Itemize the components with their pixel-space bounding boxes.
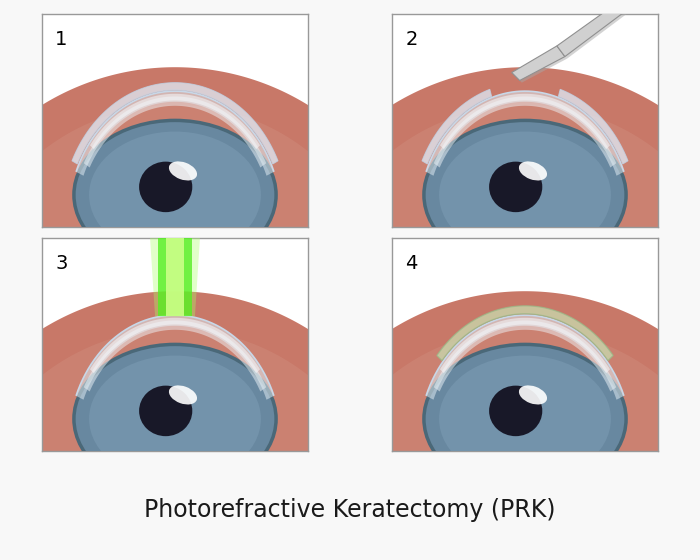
Polygon shape bbox=[559, 0, 641, 59]
Ellipse shape bbox=[424, 344, 626, 493]
Polygon shape bbox=[90, 94, 260, 150]
Ellipse shape bbox=[519, 161, 547, 180]
Polygon shape bbox=[434, 96, 616, 167]
Ellipse shape bbox=[74, 344, 276, 493]
Polygon shape bbox=[90, 318, 260, 374]
Polygon shape bbox=[422, 89, 491, 164]
Polygon shape bbox=[76, 315, 274, 400]
Polygon shape bbox=[76, 91, 274, 176]
Polygon shape bbox=[351, 105, 699, 360]
Ellipse shape bbox=[169, 385, 197, 404]
Polygon shape bbox=[84, 320, 266, 391]
Polygon shape bbox=[1, 329, 349, 560]
Polygon shape bbox=[84, 96, 266, 167]
Ellipse shape bbox=[139, 386, 193, 436]
Text: 4: 4 bbox=[405, 254, 418, 273]
Polygon shape bbox=[426, 91, 624, 176]
Polygon shape bbox=[440, 94, 610, 150]
Ellipse shape bbox=[89, 132, 261, 258]
Polygon shape bbox=[440, 318, 610, 374]
Ellipse shape bbox=[439, 132, 611, 258]
Ellipse shape bbox=[424, 120, 626, 269]
Ellipse shape bbox=[169, 161, 197, 180]
Ellipse shape bbox=[439, 356, 611, 482]
Polygon shape bbox=[158, 233, 192, 316]
Ellipse shape bbox=[489, 162, 542, 212]
Text: 2: 2 bbox=[405, 30, 418, 49]
Text: 1: 1 bbox=[55, 30, 68, 49]
Polygon shape bbox=[557, 0, 639, 57]
Polygon shape bbox=[514, 48, 567, 83]
Polygon shape bbox=[559, 89, 628, 164]
Text: Photorefractive Keratectomy (PRK): Photorefractive Keratectomy (PRK) bbox=[144, 498, 556, 521]
Ellipse shape bbox=[489, 386, 542, 436]
Ellipse shape bbox=[519, 385, 547, 404]
Polygon shape bbox=[272, 291, 700, 560]
Polygon shape bbox=[150, 233, 200, 316]
Polygon shape bbox=[72, 83, 278, 164]
Polygon shape bbox=[166, 233, 184, 316]
Polygon shape bbox=[1, 105, 349, 360]
Polygon shape bbox=[351, 329, 699, 560]
Polygon shape bbox=[426, 315, 624, 400]
Polygon shape bbox=[512, 46, 565, 81]
Text: 3: 3 bbox=[55, 254, 68, 273]
Polygon shape bbox=[0, 291, 428, 560]
Polygon shape bbox=[437, 306, 613, 361]
Polygon shape bbox=[434, 320, 616, 391]
Ellipse shape bbox=[89, 356, 261, 482]
Polygon shape bbox=[0, 67, 428, 360]
Ellipse shape bbox=[74, 120, 276, 269]
Polygon shape bbox=[272, 67, 700, 360]
Ellipse shape bbox=[139, 162, 193, 212]
